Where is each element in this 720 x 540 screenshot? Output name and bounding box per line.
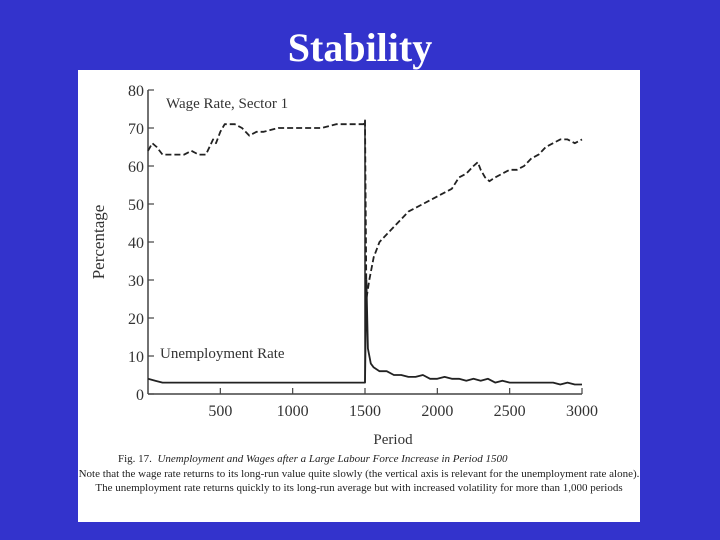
y-tick-label: 10 <box>128 349 144 366</box>
y-tick-label: 60 <box>128 159 144 176</box>
chart: 0 10 20 30 40 50 60 70 80 500 1000 1500 2000 2500 300… <box>89 83 598 448</box>
y-tick-label: 0 <box>136 387 144 404</box>
unemployment-series-line <box>147 279 582 386</box>
slide-title: Stability <box>287 25 433 70</box>
caption-fig-label: Fig. 17. <box>118 453 152 465</box>
y-tick-label: 70 <box>128 121 144 138</box>
caption-note: Note that the wage rate returns to its l… <box>78 468 640 494</box>
figure-caption: Fig. 17. Unemployment and Wages after a … <box>78 452 640 495</box>
y-tick-label: 40 <box>128 235 144 252</box>
y-tick-label: 50 <box>128 197 144 214</box>
wage-series-label: Wage Rate, Sector 1 <box>166 96 288 112</box>
x-tick-label: 500 <box>208 403 232 420</box>
y-tick-label: 80 <box>128 83 144 100</box>
wage-series-line <box>147 119 583 300</box>
x-tick-label: 2500 <box>494 403 526 420</box>
x-ticks: 500 1000 1500 2000 2500 3000 <box>208 388 598 420</box>
x-tick-label: 2000 <box>421 403 453 420</box>
series-layer <box>147 119 583 386</box>
x-tick-label: 3000 <box>566 403 598 420</box>
x-tick-label: 1000 <box>277 403 309 420</box>
y-tick-label: 20 <box>128 311 144 328</box>
x-axis-label: Period <box>373 432 413 448</box>
x-tick-label: 1500 <box>349 403 381 420</box>
figure-panel: 0 10 20 30 40 50 60 70 80 500 1000 1500 2000 2500 300… <box>78 70 640 522</box>
y-tick-label: 30 <box>128 273 144 290</box>
y-ticks: 0 10 20 30 40 50 60 70 80 <box>128 83 154 404</box>
unemployment-series-label: Unemployment Rate <box>160 346 285 362</box>
caption-title: Unemployment and Wages after a Large Lab… <box>157 453 508 465</box>
y-axis-label: Percentage <box>89 205 108 280</box>
caption-title-line: Fig. 17. Unemployment and Wages after a … <box>78 452 640 466</box>
